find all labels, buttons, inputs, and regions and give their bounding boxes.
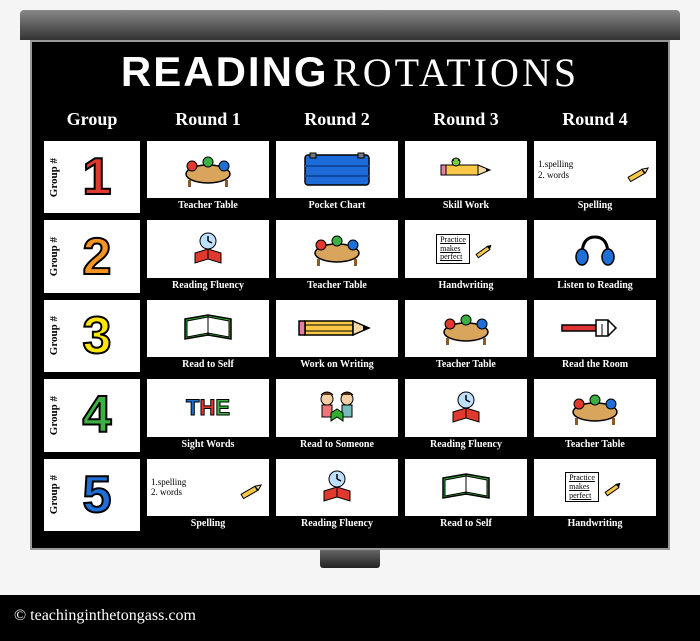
activity-label: Teacher Table <box>147 198 269 213</box>
title-bold: READING <box>121 48 329 95</box>
group-label: Group # <box>48 396 60 435</box>
credit-small: © teachinginthetongass.com <box>42 535 658 544</box>
activity-label: Pocket Chart <box>276 198 398 213</box>
activity-cell: THESight Words <box>145 377 271 453</box>
activity-cell: Read to Someone <box>274 377 400 453</box>
group-number: 4 <box>83 389 112 441</box>
group-cell-1: Group # 1 <box>42 139 142 215</box>
headphones-icon <box>534 220 656 277</box>
activity-cell: PracticemakesperfectHandwriting <box>403 218 529 294</box>
open-book-icon <box>405 459 527 516</box>
group-number: 2 <box>83 231 112 283</box>
column-header: Round 2 <box>274 102 400 136</box>
group-cell-2: Group # 2 <box>42 218 142 294</box>
column-header: Round 3 <box>403 102 529 136</box>
group-cell-3: Group # 3 <box>42 298 142 374</box>
activity-label: Skill Work <box>405 198 527 213</box>
activity-cell: 1.spelling2. wordsSpelling <box>532 139 658 215</box>
clock-book-icon <box>405 379 527 436</box>
activity-label: Teacher Table <box>534 437 656 452</box>
activity-label: Sight Words <box>147 437 269 452</box>
screen-housing <box>20 10 680 40</box>
group-number: 3 <box>83 310 112 362</box>
group-number: 1 <box>83 151 112 203</box>
teacher-table-icon <box>147 141 269 198</box>
spelling-list-icon: 1.spelling2. words <box>534 141 656 198</box>
activity-label: Read to Self <box>147 357 269 372</box>
sight-word-the-icon: THE <box>147 379 269 436</box>
page-footer: © teachinginthetongass.com <box>0 595 700 637</box>
activity-label: Read to Someone <box>276 437 398 452</box>
group-cell-4: Group # 4 <box>42 377 142 453</box>
activity-label: Teacher Table <box>276 278 398 293</box>
open-book-icon <box>147 300 269 357</box>
rotation-grid: GroupRound 1Round 2Round 3Round 4 Group #… <box>42 102 658 533</box>
title-thin: ROTATIONS <box>333 50 579 95</box>
activity-cell: Listen to Reading <box>532 218 658 294</box>
group-cell-5: Group # 5 <box>42 457 142 533</box>
activity-label: Teacher Table <box>405 357 527 372</box>
activity-label: Listen to Reading <box>534 278 656 293</box>
teacher-table-icon <box>534 379 656 436</box>
screen-stand <box>320 550 380 568</box>
activity-label: Read the Room <box>534 357 656 372</box>
activity-cell: Teacher Table <box>274 218 400 294</box>
activity-label: Reading Fluency <box>405 437 527 452</box>
activity-cell: Reading Fluency <box>145 218 271 294</box>
activity-label: Handwriting <box>534 516 656 531</box>
activity-cell: Read to Self <box>145 298 271 374</box>
activity-cell: Teacher Table <box>532 377 658 453</box>
activity-cell: Skill Work <box>403 139 529 215</box>
teacher-table-icon <box>405 300 527 357</box>
clock-book-icon <box>147 220 269 277</box>
pointer-icon <box>534 300 656 357</box>
two-kids-icon <box>276 379 398 436</box>
big-pencil-icon <box>276 300 398 357</box>
activity-cell: Reading Fluency <box>274 457 400 533</box>
activity-label: Reading Fluency <box>276 516 398 531</box>
activity-cell: Read to Self <box>403 457 529 533</box>
group-label: Group # <box>48 158 60 197</box>
group-number: 5 <box>83 469 112 521</box>
activity-cell: PracticemakesperfectHandwriting <box>532 457 658 533</box>
practice-box-icon: Practicemakesperfect <box>534 459 656 516</box>
activity-cell: Teacher Table <box>145 139 271 215</box>
title-row: READING ROTATIONS <box>42 48 658 96</box>
group-label: Group # <box>48 237 60 276</box>
activity-cell: Teacher Table <box>403 298 529 374</box>
column-header: Group <box>42 102 142 136</box>
spelling-list-icon: 1.spelling2. words <box>147 459 269 516</box>
activity-cell: Reading Fluency <box>403 377 529 453</box>
column-header: Round 4 <box>532 102 658 136</box>
rotation-board: READING ROTATIONS GroupRound 1Round 2Rou… <box>30 40 670 550</box>
practice-box-icon: Practicemakesperfect <box>405 220 527 277</box>
pocket-chart-icon <box>276 141 398 198</box>
column-header: Round 1 <box>145 102 271 136</box>
pencil-icon <box>405 141 527 198</box>
activity-label: Read to Self <box>405 516 527 531</box>
group-label: Group # <box>48 316 60 355</box>
activity-cell: Work on Writing <box>274 298 400 374</box>
activity-cell: Read the Room <box>532 298 658 374</box>
group-label: Group # <box>48 475 60 514</box>
activity-cell: Pocket Chart <box>274 139 400 215</box>
activity-label: Spelling <box>534 198 656 213</box>
activity-label: Reading Fluency <box>147 278 269 293</box>
activity-label: Handwriting <box>405 278 527 293</box>
clock-book-icon <box>276 459 398 516</box>
activity-cell: 1.spelling2. wordsSpelling <box>145 457 271 533</box>
projector-screen: READING ROTATIONS GroupRound 1Round 2Rou… <box>0 0 700 595</box>
activity-label: Spelling <box>147 516 269 531</box>
activity-label: Work on Writing <box>276 357 398 372</box>
teacher-table-icon <box>276 220 398 277</box>
